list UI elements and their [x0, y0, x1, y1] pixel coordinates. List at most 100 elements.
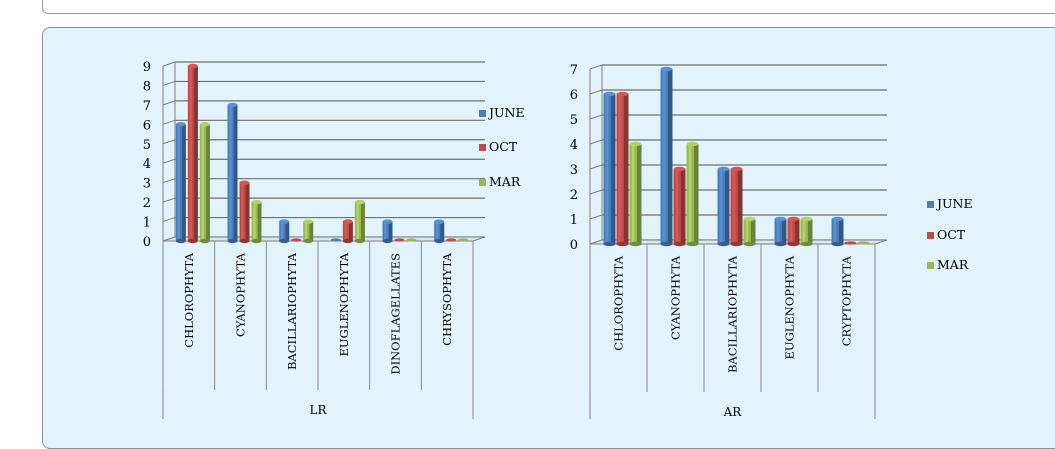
lr-bar-base: [239, 238, 250, 244]
lr-wall-edge: [162, 100, 176, 106]
lr-bar-base: [227, 238, 238, 244]
ar-bar-top: [673, 166, 686, 172]
lr-bar-top: [342, 219, 353, 224]
lr-y-tick-label: 9: [143, 60, 151, 75]
ar-legend-label: JUNE: [935, 196, 973, 211]
lr-y-tick-label: 3: [143, 177, 151, 192]
lr-y-tick-label: 0: [143, 235, 151, 250]
lr-bar-base: [303, 238, 314, 244]
lr-bar-shade: [285, 221, 290, 241]
lr-bar-zero: [446, 238, 457, 242]
ar-bar-shade: [610, 94, 616, 244]
ar-bar-top: [774, 216, 787, 222]
lr-bar-base: [382, 238, 393, 244]
lr-wall-edge: [162, 158, 176, 164]
lr-bar-zero: [406, 238, 417, 242]
ar-bar: [857, 241, 870, 245]
lr-wall-edge: [162, 217, 176, 223]
ar-category-label: BACILLARIOPHYTA: [726, 255, 740, 373]
lr-bar-top: [279, 219, 290, 224]
lr-bar: [458, 238, 469, 242]
ar-wall-edge: [589, 114, 603, 120]
ar-bar-highlight: [605, 94, 609, 244]
ar-y-tick-label: 1: [570, 213, 578, 228]
lr-y-tick-label: 6: [143, 118, 151, 133]
ar-bar-top: [629, 141, 642, 147]
ar-bar-base: [787, 241, 800, 247]
lr-bar: [382, 219, 393, 244]
lr-bar-base: [354, 238, 365, 244]
ar-bar: [774, 216, 787, 247]
lr-legend-swatch: [479, 110, 486, 117]
lr-chart: 0 1 2 3 4 5 6 7 8 9 CHLOROPHYTA CYANOPHYTA BACILLARI…: [143, 60, 525, 419]
ar-bar-base: [603, 241, 616, 247]
lr-bar-shade: [440, 221, 445, 241]
ar-bar-zero: [844, 241, 857, 245]
lr-bar: [199, 122, 210, 244]
lr-bar-body: [303, 221, 314, 241]
ar-category-label: EUGLENOPHYTA: [783, 255, 797, 359]
ar-bar-highlight: [631, 144, 635, 244]
lr-legend-swatch: [479, 144, 486, 151]
ar-bar: [717, 166, 730, 247]
lr-bar-base: [187, 238, 198, 244]
ar-bar-top: [660, 66, 673, 72]
ar-wall-edge: [589, 214, 603, 220]
ar-legend-swatch: [927, 232, 934, 239]
lr-category-label: CHRYSOPHYTA: [440, 252, 454, 345]
ar-bar-highlight: [618, 94, 622, 244]
lr-bar-base: [434, 238, 445, 244]
ar-bar: [787, 216, 800, 247]
ar-bar-shade: [737, 169, 743, 244]
lr-bar-base: [199, 238, 210, 244]
ar-bar-top: [800, 216, 813, 222]
lr-bar: [394, 238, 405, 242]
ar-category-label: CYANOPHYTA: [669, 255, 683, 340]
ar-bar-shade: [623, 94, 629, 244]
lr-legend-label: MAR: [489, 174, 521, 189]
ar-bar-shade: [636, 144, 642, 244]
ar-category-label: CHLOROPHYTA: [612, 255, 626, 350]
lr-bar-highlight: [189, 66, 192, 241]
ar-bar: [686, 141, 699, 247]
lr-category-label: CYANOPHYTA: [234, 252, 248, 337]
lr-bar-base: [251, 238, 262, 244]
lr-bar-top: [187, 63, 198, 69]
ar-bar: [743, 216, 756, 247]
ar-bar-top: [730, 166, 743, 172]
ar-bar: [616, 91, 629, 247]
ar-bar-base: [616, 241, 629, 247]
ar-chart: 0 1 2 3 4 5 6 7 CHLOROPHYTA CYANOPHYTA BACILLARIOP…: [570, 63, 973, 419]
lr-y-tick-label: 1: [143, 216, 151, 231]
lr-wall-edge: [162, 139, 176, 145]
ar-y-tick-label: 3: [570, 163, 578, 178]
ar-bar-highlight: [732, 169, 736, 244]
lr-bar: [406, 238, 417, 242]
ar-bar-base: [743, 241, 756, 247]
lr-bar-top: [434, 219, 445, 224]
ar-bar-top: [686, 141, 699, 147]
lr-bar: [446, 238, 457, 242]
lr-category-label: BACILLARIOPHYTA: [285, 252, 299, 370]
lr-y-tick-label: 4: [143, 157, 151, 172]
ar-bar-highlight: [802, 219, 806, 244]
ar-wall-edge: [589, 89, 603, 95]
lr-bar-shade: [182, 124, 186, 241]
lr-bar-top: [251, 199, 262, 205]
lr-wall-edge: [162, 197, 176, 203]
lr-bar-body: [434, 221, 445, 241]
ar-bar: [831, 216, 844, 247]
ar-wall-edge: [589, 139, 603, 145]
lr-bar-top: [175, 122, 186, 127]
ar-bar-zero: [857, 241, 870, 245]
lr-bar-body: [187, 66, 198, 241]
ar-y-tick-label: 2: [570, 188, 578, 203]
lr-bar-base: [279, 238, 290, 244]
lr-bar-zero: [458, 238, 469, 242]
lr-bar: [291, 238, 302, 242]
lr-bar: [303, 219, 314, 244]
lr-bar: [227, 102, 238, 244]
lr-bar-body: [354, 202, 365, 241]
lr-bar-top: [199, 122, 210, 127]
ar-bar-highlight: [789, 219, 793, 244]
